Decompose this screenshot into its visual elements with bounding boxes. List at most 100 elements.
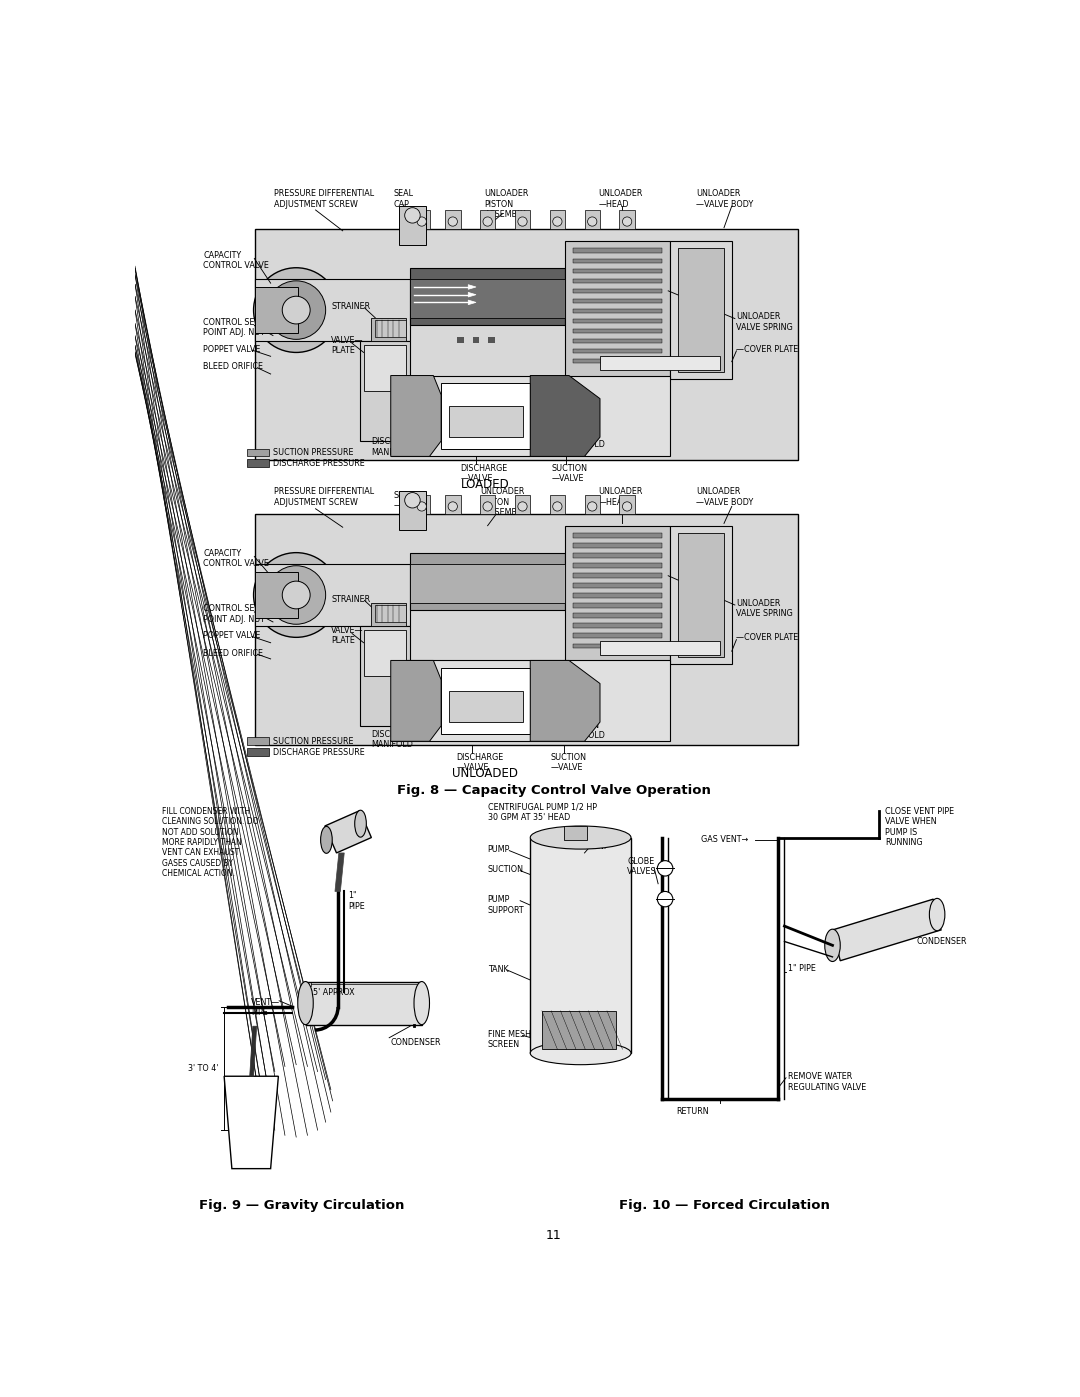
Polygon shape (488, 337, 495, 344)
Text: UNLOADER
VALVE SPRING: UNLOADER VALVE SPRING (737, 313, 793, 332)
Bar (410, 553, 565, 610)
Text: GLOBE
VALVES: GLOBE VALVES (627, 856, 657, 876)
Text: DISCHARGE
MANIFOLD: DISCHARGE MANIFOLD (372, 729, 418, 749)
Ellipse shape (298, 982, 313, 1024)
Bar (255, 286, 298, 334)
Bar (445, 210, 460, 229)
Bar (572, 338, 662, 344)
Bar (572, 309, 662, 313)
Bar (600, 641, 720, 655)
Text: VALVE—
PLATE: VALVE— PLATE (332, 626, 364, 645)
Text: —COVER PLATE: —COVER PLATE (737, 345, 798, 353)
Text: DISCHARGE
—VALVE: DISCHARGE —VALVE (460, 464, 508, 483)
Circle shape (417, 217, 427, 226)
Bar (247, 749, 269, 756)
Text: CONDENSER: CONDENSER (916, 937, 967, 946)
Bar (364, 630, 406, 676)
Text: 11: 11 (545, 1229, 562, 1242)
Text: TANK: TANK (488, 964, 509, 974)
Text: SUCTION
—VALVE: SUCTION —VALVE (552, 464, 588, 483)
Bar (255, 279, 410, 341)
Bar (449, 692, 523, 722)
Bar (584, 495, 600, 514)
Text: SUCTION: SUCTION (488, 865, 524, 875)
Text: DISCHARGE PRESSURE: DISCHARGE PRESSURE (273, 458, 365, 468)
Circle shape (622, 217, 632, 226)
Text: CAPACITY
CONTROL VALVE: CAPACITY CONTROL VALVE (203, 549, 269, 569)
Text: PISTON: PISTON (471, 726, 500, 735)
Bar (584, 210, 600, 229)
Bar (375, 605, 406, 622)
Bar (600, 356, 720, 370)
Text: PUMP: PUMP (488, 845, 510, 854)
Bar (247, 448, 269, 457)
Text: SEALING
—CAP: SEALING —CAP (394, 490, 429, 510)
Polygon shape (469, 300, 476, 305)
Bar (670, 240, 732, 380)
Text: CENTRIFUGAL PUMP 1/2 HP
30 GPM AT 35' HEAD: CENTRIFUGAL PUMP 1/2 HP 30 GPM AT 35' HE… (488, 803, 596, 823)
Bar (572, 319, 662, 323)
Text: UNLOADER
PISTON
└ASSEMBLY: UNLOADER PISTON └ASSEMBLY (480, 488, 526, 517)
Bar (410, 564, 565, 602)
Bar (414, 495, 430, 514)
Circle shape (417, 502, 427, 511)
Text: FINE MESH
SCREEN: FINE MESH SCREEN (488, 1030, 530, 1049)
Bar (399, 207, 426, 244)
Text: UNLOADED: UNLOADED (453, 767, 518, 780)
Text: BLEED ORIFICE: BLEED ORIFICE (203, 648, 264, 658)
Ellipse shape (321, 827, 333, 854)
Bar (572, 573, 662, 578)
Bar (572, 278, 662, 284)
Text: PISTON: PISTON (471, 433, 500, 443)
Polygon shape (325, 810, 372, 854)
Text: CAPACITY
CONTROL VALVE: CAPACITY CONTROL VALVE (203, 251, 269, 270)
Bar (572, 604, 662, 608)
Bar (255, 564, 410, 626)
Circle shape (658, 861, 673, 876)
Circle shape (405, 493, 420, 509)
Bar (247, 738, 269, 745)
Bar (399, 490, 426, 529)
Text: VALVE—
PLATE: VALVE— PLATE (332, 335, 364, 355)
Text: DISCHARGE PRESSURE: DISCHARGE PRESSURE (273, 747, 365, 757)
Bar (572, 349, 662, 353)
Bar (441, 668, 530, 733)
Text: PRIMING
CONN.: PRIMING CONN. (581, 831, 615, 851)
Circle shape (553, 502, 562, 511)
Bar (372, 602, 406, 626)
Circle shape (267, 566, 326, 624)
Text: UNLOADER
—HEAD: UNLOADER —HEAD (598, 189, 643, 208)
Text: SUCTION
MANIFOLD: SUCTION MANIFOLD (564, 429, 606, 448)
Text: SUCTION PRESSURE: SUCTION PRESSURE (273, 736, 353, 746)
Text: LOADED: LOADED (461, 478, 510, 490)
Polygon shape (458, 337, 463, 344)
Circle shape (622, 502, 632, 511)
Ellipse shape (825, 929, 840, 961)
Bar (572, 594, 662, 598)
Bar (414, 210, 430, 229)
Bar (572, 289, 662, 293)
Bar (306, 982, 422, 1024)
Bar (360, 626, 410, 726)
Circle shape (588, 217, 597, 226)
Bar (391, 661, 670, 742)
Text: Fig. 10 — Forced Circulation: Fig. 10 — Forced Circulation (619, 1200, 829, 1213)
Bar (572, 249, 662, 253)
Circle shape (553, 217, 562, 226)
Polygon shape (335, 854, 345, 891)
Ellipse shape (530, 826, 631, 849)
Bar (572, 299, 662, 303)
Text: DISCHARGE
—VALVE: DISCHARGE —VALVE (457, 753, 504, 773)
Text: POPPET VALVE: POPPET VALVE (203, 631, 260, 640)
Bar (572, 633, 662, 638)
Bar (247, 460, 269, 467)
Bar (564, 826, 586, 840)
Text: CONDENSER: CONDENSER (391, 1038, 442, 1046)
Text: UNLOADER
—VALVE BODY: UNLOADER —VALVE BODY (697, 189, 754, 208)
Text: UNLOADER
—HEAD: UNLOADER —HEAD (598, 488, 643, 507)
Bar (619, 210, 635, 229)
Bar (542, 1011, 616, 1049)
Ellipse shape (930, 898, 945, 930)
Ellipse shape (530, 1042, 631, 1065)
Circle shape (483, 502, 492, 511)
